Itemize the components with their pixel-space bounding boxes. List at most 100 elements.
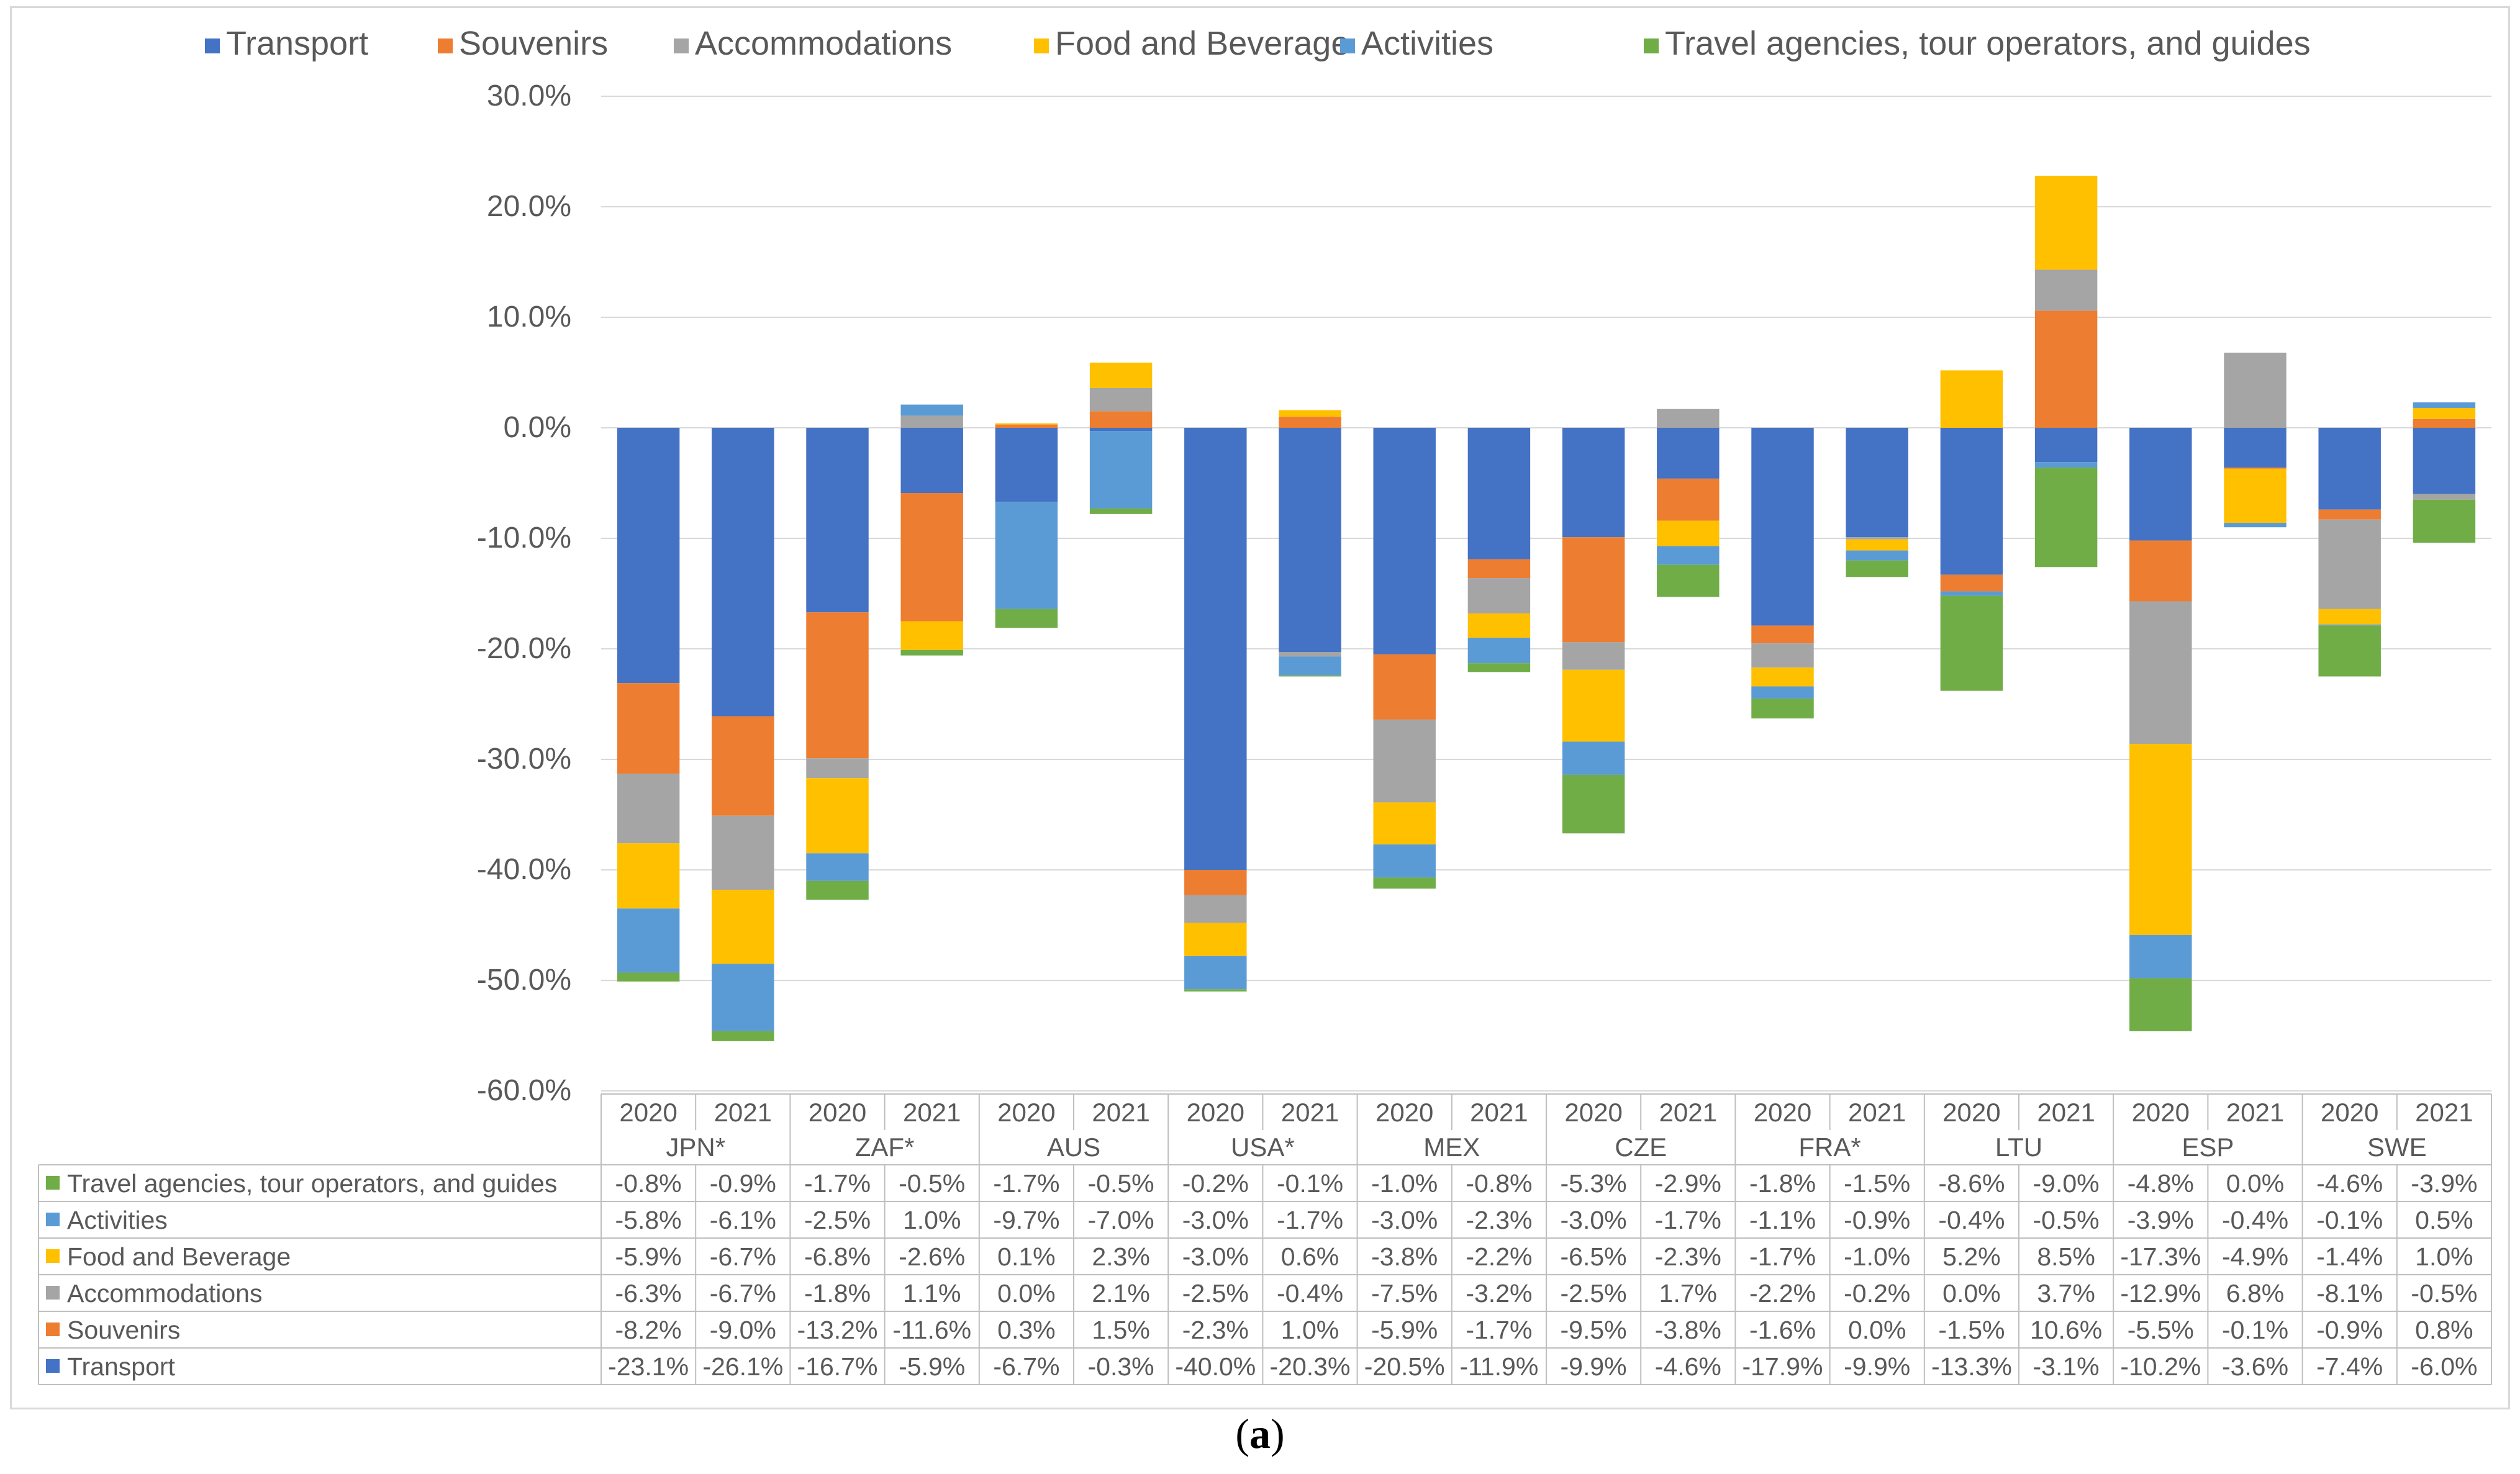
table-cell: -2.3%	[1655, 1242, 1721, 1271]
bar-segment	[1279, 652, 1341, 657]
table-cell: -7.4%	[2316, 1352, 2383, 1381]
bar-segment	[900, 649, 963, 656]
table-cell: -9.0%	[710, 1316, 776, 1344]
year-label: 2020	[1942, 1098, 2000, 1127]
table-cell: 0.6%	[1281, 1242, 1339, 1271]
table-cell: -2.6%	[899, 1242, 965, 1271]
table-cell: 2.1%	[1092, 1279, 1149, 1308]
bar-segment	[1751, 428, 1814, 626]
bar-segment	[2318, 608, 2381, 625]
bar-segment	[1089, 411, 1153, 428]
legend-label: Activities	[1361, 25, 1493, 62]
bar-segment	[2224, 468, 2287, 469]
table-cell: -0.2%	[1182, 1169, 1249, 1198]
table-cell: -9.0%	[2033, 1169, 2100, 1198]
country-label: ESP	[2182, 1133, 2234, 1162]
table-cell: -1.0%	[1844, 1242, 1910, 1271]
bar-segment	[2413, 418, 2476, 428]
table-cell: 1.5%	[1092, 1316, 1149, 1344]
table-row-label: Transport	[67, 1352, 176, 1381]
bar-segment	[1562, 741, 1625, 775]
table-cell: -9.7%	[993, 1206, 1059, 1234]
table-cell: -20.3%	[1270, 1352, 1351, 1381]
bar-segment	[1184, 923, 1247, 956]
bar-segment	[1089, 362, 1153, 388]
year-label: 2021	[714, 1098, 772, 1127]
legend-swatch	[1340, 38, 1355, 53]
table-cell: -6.1%	[710, 1206, 776, 1234]
table-key-swatch	[46, 1359, 60, 1373]
table-cell: -1.6%	[1749, 1316, 1816, 1344]
table-cell: -1.5%	[1938, 1316, 2005, 1344]
bar-segment	[1373, 802, 1436, 845]
bar-segment	[1940, 574, 2003, 592]
legend-swatch	[205, 38, 220, 53]
country-label: FRA*	[1798, 1133, 1861, 1162]
y-tick-label: -40.0%	[477, 853, 571, 886]
table-cell: -13.2%	[797, 1316, 878, 1344]
table-cell: 0.8%	[2415, 1316, 2473, 1344]
table-cell: -0.5%	[2033, 1206, 2100, 1234]
bar-segment	[2129, 540, 2192, 602]
bar-segment	[1089, 428, 1153, 432]
table-cell: 0.0%	[2226, 1169, 2284, 1198]
country-label: CZE	[1615, 1133, 1667, 1162]
bar-segment	[617, 908, 680, 973]
table-key-swatch	[46, 1249, 60, 1263]
bar-segment	[1846, 550, 1908, 561]
year-label: 2021	[2037, 1098, 2095, 1127]
country-label: USA*	[1231, 1133, 1295, 1162]
table-cell: -17.3%	[2120, 1242, 2201, 1271]
table-cell: -0.9%	[2316, 1316, 2383, 1344]
table-cell: -0.4%	[1938, 1206, 2005, 1234]
table-cell: -1.7%	[1277, 1206, 1343, 1234]
year-label: 2020	[1564, 1098, 1622, 1127]
table-cell: -0.5%	[899, 1169, 965, 1198]
bar-segment	[1657, 564, 1720, 597]
table-cell: 2.3%	[1092, 1242, 1149, 1271]
bar-segment	[2318, 428, 2381, 510]
table-cell: -4.9%	[2222, 1242, 2288, 1271]
bar-segment	[806, 853, 869, 881]
bar-segment	[1467, 663, 1531, 672]
year-label: 2021	[1092, 1098, 1149, 1127]
bar-segment	[1751, 699, 1814, 719]
table-cell: -2.2%	[1749, 1279, 1816, 1308]
table-cell: -5.8%	[615, 1206, 682, 1234]
bar-segment	[1467, 638, 1531, 664]
bar-segment	[1373, 719, 1436, 803]
bar-segment	[2129, 601, 2192, 744]
country-label: SWE	[2367, 1133, 2427, 1162]
bar-segment	[2129, 428, 2192, 541]
bar-segment	[2034, 269, 2098, 311]
table-row-label: Travel agencies, tour operators, and gui…	[67, 1169, 557, 1198]
bar-segment	[806, 428, 869, 613]
bar-segment	[2224, 352, 2287, 428]
bar-segment	[1940, 428, 2003, 575]
table-key-swatch	[46, 1286, 60, 1300]
y-axis: 30.0% 20.0% 10.0% 0.0% -10.0% -20.0% -30.0% -40…	[477, 79, 571, 1107]
year-label: 2021	[2415, 1098, 2473, 1127]
bar-segment	[900, 428, 963, 494]
bar-segment	[1279, 417, 1341, 428]
table-cell: -5.9%	[899, 1352, 965, 1381]
caption-open: (	[1235, 1410, 1249, 1457]
bar-segment	[2413, 428, 2476, 494]
bar-segment	[2129, 978, 2192, 1031]
table-cell: -2.2%	[1466, 1242, 1532, 1271]
bar-segment	[806, 612, 869, 759]
bar-segment	[1657, 520, 1720, 546]
bar-segment	[1373, 654, 1436, 720]
table-row-label: Accommodations	[67, 1279, 262, 1308]
year-label: 2020	[1187, 1098, 1244, 1127]
table-cell: 8.5%	[2037, 1242, 2095, 1271]
y-tick-label: -50.0%	[477, 964, 571, 997]
table-cell: -3.0%	[1561, 1206, 1627, 1234]
bar-segment	[995, 428, 1058, 502]
table-cell: -0.1%	[1277, 1169, 1343, 1198]
table-row-label: Food and Beverage	[67, 1242, 291, 1271]
bar-segment	[1089, 508, 1153, 514]
bar-segment	[1751, 686, 1814, 699]
bar-segment	[2318, 624, 2381, 626]
table-cell: 0.1%	[997, 1242, 1055, 1271]
